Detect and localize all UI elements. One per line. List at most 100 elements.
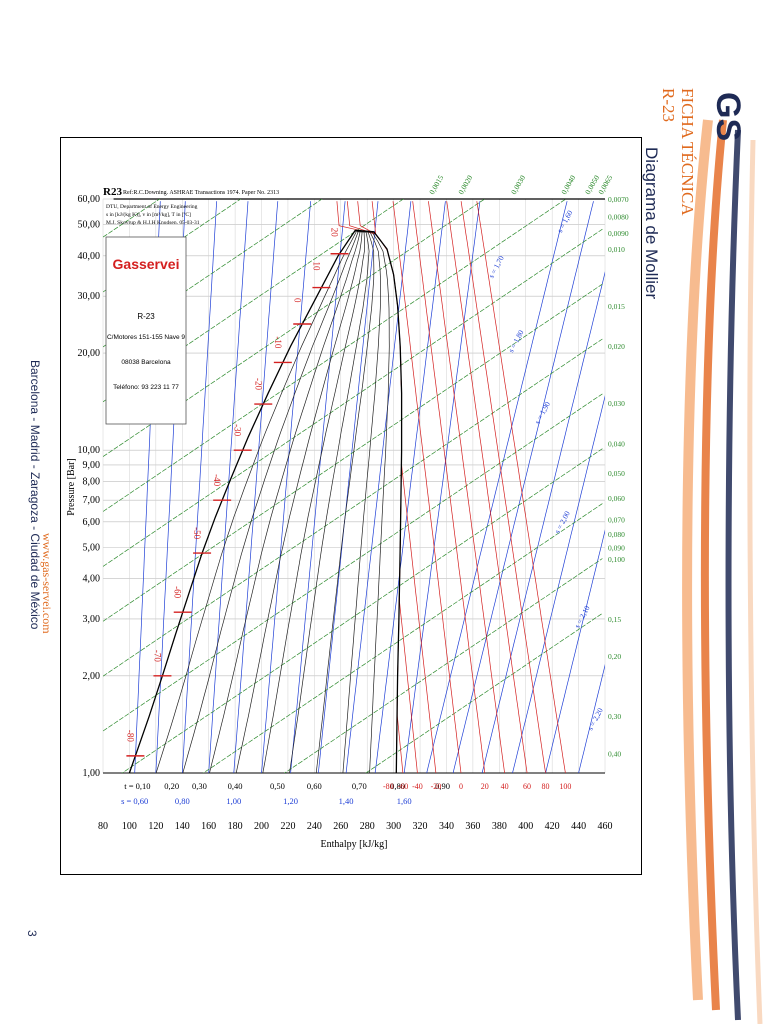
sat-temp-label: -70	[152, 650, 162, 662]
page-number: 3	[25, 930, 39, 937]
volume-label: 0,0080	[608, 212, 629, 221]
info-brand-logo: Gasservei	[113, 256, 180, 272]
sat-temp-label: -60	[173, 586, 183, 598]
volume-label: 0,010	[608, 245, 625, 254]
entropy-line-label: s = 2,00	[553, 509, 572, 535]
sat-temp-label: 10	[311, 262, 321, 272]
x-tick-label: 420	[545, 821, 560, 832]
superheat-temp-label: 60	[523, 782, 531, 791]
info-phone: Teléfono: 93 223 11 77	[113, 384, 179, 391]
y-tick-label: 5,00	[83, 542, 101, 553]
y-tick-label: 40,00	[78, 251, 101, 262]
quality-label: 0,20	[164, 781, 179, 791]
isochore-line	[103, 199, 242, 293]
saturated-liquid-line	[128, 229, 356, 774]
y-tick-label: 8,00	[83, 476, 101, 487]
quality-label: 0,80	[390, 781, 405, 791]
volume-label: 0,080	[608, 530, 625, 539]
info-city: 08038 Barcelona	[121, 359, 171, 366]
volume-label: 0,100	[608, 555, 625, 564]
chart-reference: Ref:R.C.Downing. ASHRAE Transactions 197…	[123, 189, 279, 196]
y-tick-label: 60,00	[78, 194, 101, 205]
info-product: R-23	[137, 312, 155, 321]
isentrope-line	[317, 201, 379, 773]
entropy-line-label: s = 1,90	[533, 400, 552, 426]
isentrope-line	[612, 201, 640, 773]
entropy-label: 0,80	[175, 796, 190, 806]
x-axis-label: Enthalpy [kJ/kg]	[321, 839, 388, 850]
superheat-temp-label: 80	[542, 782, 550, 791]
superheat-temp-label: -80	[383, 782, 394, 791]
x-tick-label: 320	[413, 821, 428, 832]
y-tick-label: 50,00	[78, 220, 101, 231]
isentrope-line	[345, 201, 412, 773]
volume-label: 0,030	[608, 399, 625, 408]
top-volume-label: 0,0015	[427, 173, 445, 196]
sat-temp-label: 20	[330, 228, 340, 238]
y-tick-label: 30,00	[78, 291, 101, 302]
chart-note: M.J. Skovrup & H.J.H Knudsen. 05-03-31	[106, 220, 200, 226]
isentrope-line	[403, 201, 481, 773]
x-tick-label: 200	[254, 821, 269, 832]
isentrope-line	[512, 395, 605, 773]
isochore-line	[284, 558, 603, 773]
x-tick-label: 120	[148, 821, 163, 832]
superheat-temp-label: -60	[398, 782, 409, 791]
isochore-line	[103, 283, 603, 622]
x-tick-label: 380	[492, 821, 507, 832]
superheat-temp-label: -20	[431, 782, 442, 791]
refrigerant-label: R-23	[659, 88, 678, 122]
x-tick-label: 240	[307, 821, 322, 832]
y-axis-label: Pressure [Bar]	[66, 458, 77, 515]
isentrope-line	[233, 201, 279, 773]
isotherm-line	[428, 201, 505, 773]
entropy-line-label: s = 1,80	[506, 328, 525, 354]
volume-label: 0,30	[608, 712, 621, 721]
sat-temp-label: -80	[125, 730, 135, 742]
saturated-vapor-line	[355, 229, 403, 774]
superheat-temp-label: 0	[459, 782, 463, 791]
isotherm-line	[371, 201, 437, 773]
x-tick-label: 160	[201, 821, 216, 832]
info-address: C/Motores 151-155 Nave 9	[107, 334, 185, 341]
isotherm-line	[446, 201, 528, 773]
y-tick-label: 7,00	[83, 495, 101, 506]
quality-line	[235, 229, 363, 774]
volume-label: 0,015	[608, 302, 625, 311]
sat-temp-label: -20	[253, 378, 263, 390]
entropy-label: s = 0,60	[121, 796, 148, 806]
isentrope-line	[208, 201, 249, 773]
y-tick-label: 3,00	[83, 614, 101, 625]
isentrope-line	[181, 201, 218, 773]
y-tick-label: 1,00	[83, 768, 101, 779]
top-volume-label: 0,0030	[509, 173, 527, 196]
isentrope-line	[578, 664, 605, 773]
quality-line	[355, 229, 390, 774]
y-tick-label: 20,00	[78, 348, 101, 359]
volume-label: 0,20	[608, 652, 621, 661]
quality-line	[342, 229, 381, 774]
entropy-line-label: s = 2,20	[586, 706, 605, 732]
volume-label: 0,070	[608, 515, 625, 524]
quality-line	[315, 229, 375, 774]
quality-label: 0,40	[228, 781, 243, 791]
isentrope-line	[261, 201, 312, 773]
volume-label: 0,0090	[608, 229, 629, 238]
x-tick-label: 360	[465, 821, 480, 832]
isochore-line	[103, 142, 602, 182]
sat-temp-label: 0	[292, 298, 302, 303]
volume-label: 0,0070	[608, 195, 629, 204]
brand-swoosh-decoration	[682, 119, 763, 1024]
volume-label: 0,40	[608, 749, 621, 758]
x-tick-label: 440	[571, 821, 586, 832]
superheat-temp-label: 40	[501, 782, 509, 791]
isochore-line	[103, 338, 603, 677]
entropy-label: 1,20	[283, 796, 298, 806]
x-tick-label: 340	[439, 821, 454, 832]
top-volume-label: 0,0065	[596, 173, 614, 196]
x-tick-label: 260	[333, 821, 348, 832]
section-title: Diagrama de Mollier	[642, 147, 661, 300]
quality-line	[262, 229, 365, 774]
isotherm-line	[476, 201, 566, 773]
entropy-label: 1,00	[226, 796, 241, 806]
